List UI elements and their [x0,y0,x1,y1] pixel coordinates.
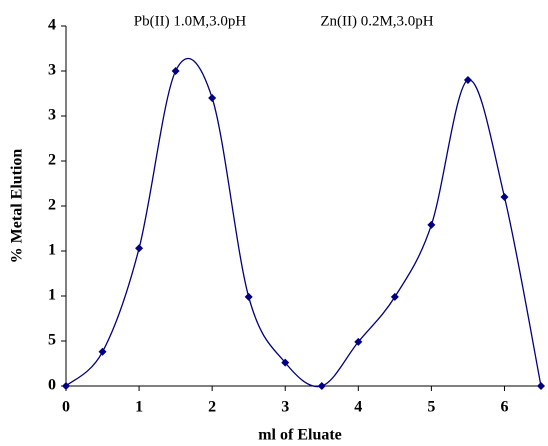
x-tick-label: 3 [281,399,289,416]
x-tick-label: 1 [135,399,143,416]
annotation: Pb(II) 1.0M,3.0pH [134,13,247,29]
marker [390,292,399,301]
marker [62,382,70,390]
x-tick-label: 6 [500,399,508,416]
x-tick-label: 0 [62,399,70,416]
marker [281,358,290,367]
marker [98,347,107,356]
x-tick-label: 4 [354,399,362,416]
x-axis-label: ml of Eluate [258,427,342,444]
y-tick-label: 5 [48,332,56,349]
y-tick-label: 1 [48,287,56,304]
y-tick-label: 3 [48,62,56,79]
marker [500,193,509,201]
marker [537,382,545,390]
marker [463,76,472,84]
y-tick-label: 4 [48,17,56,34]
x-tick-label: 5 [427,399,435,416]
marker [354,337,363,346]
marker [317,382,326,390]
marker [208,94,217,102]
y-tick-label: 0 [48,377,56,394]
y-tick-label: 2 [48,197,56,214]
annotation: Zn(II) 0.2M,3.0pH [320,13,433,29]
marker [171,67,180,75]
x-tick-label: 2 [208,399,216,416]
marker [244,292,253,301]
y-tick-label: 2 [48,152,56,169]
y-tick-label: 3 [48,107,56,124]
line [65,58,542,388]
y-tick-label: 1 [48,242,56,259]
marker [427,220,436,229]
marker [135,244,144,253]
y-axis-label: % Metal Elution [9,149,26,264]
